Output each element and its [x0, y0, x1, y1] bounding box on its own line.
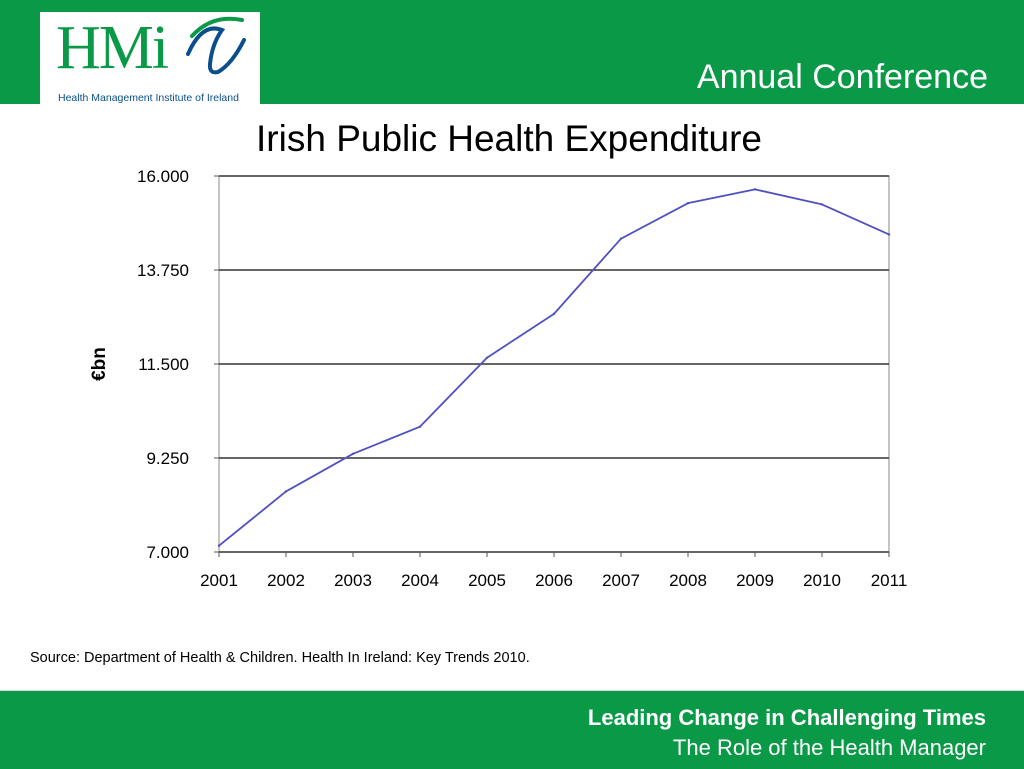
footer-tagline: Leading Change in Challenging Times [587, 705, 986, 730]
hmi-logo: HMi Health Management Institute of Irela… [40, 12, 260, 106]
data-point [619, 237, 623, 240]
footer-subtagline: The Role of the Health Manager [672, 735, 986, 760]
data-point [820, 203, 824, 206]
data-point [485, 356, 489, 359]
x-tick-label: 2005 [468, 571, 506, 590]
x-tick-label: 2008 [669, 571, 707, 590]
logo-subtitle: Health Management Institute of Ireland [58, 92, 239, 104]
x-tick-label: 2001 [200, 571, 238, 590]
y-tick-label: 11.500 [138, 355, 189, 374]
data-point [351, 452, 355, 456]
x-tick-label: 2002 [267, 571, 305, 590]
y-tick-label: 9.250 [146, 449, 189, 468]
header-bar: HMi Health Management Institute of Irela… [0, 0, 1024, 106]
y-tick-label: 7.000 [146, 543, 189, 562]
logo-wordmark: HMi [56, 14, 169, 82]
x-tick-label: 2006 [535, 571, 573, 590]
data-point [686, 201, 690, 205]
source-note: Source: Department of Health & Children.… [30, 650, 530, 666]
x-tick-label: 2007 [602, 571, 640, 590]
y-tick-label: 16.000 [137, 167, 189, 186]
y-axis-title: €bn [89, 347, 110, 381]
y-tick-label: 13.750 [137, 261, 189, 280]
x-tick-label: 2011 [871, 571, 908, 590]
data-point [418, 425, 422, 428]
footer-bar: Leading Change in Challenging Times The … [0, 690, 1024, 769]
x-tick-label: 2004 [401, 571, 439, 590]
data-point [217, 544, 221, 547]
data-point [887, 233, 891, 236]
logo-swoosh-icon [186, 16, 246, 75]
data-point [753, 188, 757, 191]
x-tick-label: 2003 [334, 571, 372, 590]
expenditure-line-chart: 7.000 9.250 11.500 13.750 16.000 2001 2002 2003… [89, 167, 908, 590]
data-point [284, 490, 288, 493]
data-point [552, 312, 556, 316]
x-tick-label: 2010 [803, 571, 841, 590]
x-tick-label: 2009 [736, 571, 774, 590]
conference-title: Annual Conference [696, 58, 988, 96]
slide-title: Irish Public Health Expenditure [256, 118, 762, 159]
